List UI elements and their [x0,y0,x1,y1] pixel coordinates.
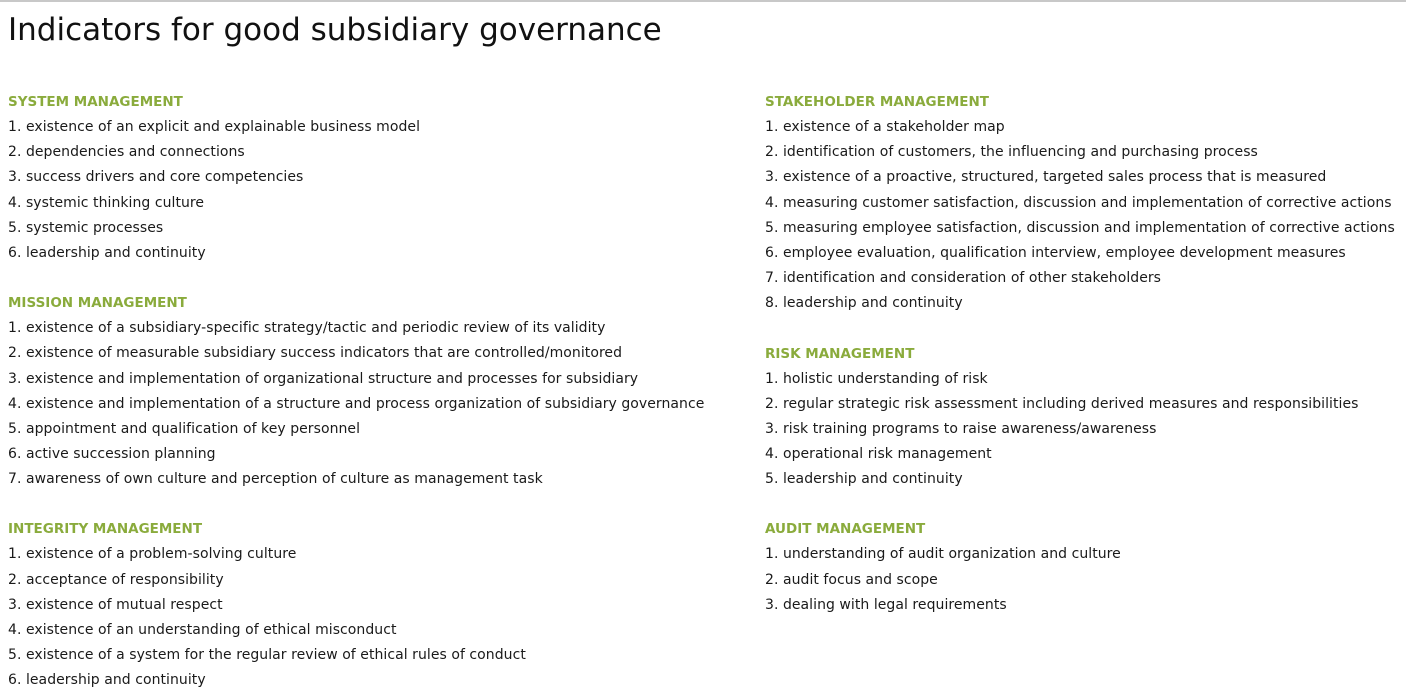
list-item: 6. active succession planning [8,446,216,463]
section-system-management: SYSTEM MANAGEMENT 1. existence of an exp… [8,90,748,266]
list-item: 3. existence and implementation of organ… [8,370,639,387]
section-mission-management: MISSION MANAGEMENT 1. existence of a sub… [8,291,748,492]
section-risk-management: RISK MANAGEMENT 1. holistic understandin… [765,342,1405,493]
list-item: 1. existence of a problem-solving cultur… [8,546,297,563]
list-item: 2. regular strategic risk assessment inc… [765,395,1359,412]
list-item: 3. existence of a proactive, structured,… [765,169,1327,186]
list-item: 1. existence of a subsidiary-specific st… [8,320,606,337]
list-item: 4. operational risk management [765,446,992,463]
list-item: 3. dealing with legal requirements [765,596,1007,613]
section-integrity-management: INTEGRITY MANAGEMENT 1. existence of a p… [8,517,748,693]
list-item: 2. audit focus and scope [765,571,938,588]
list-item: 2. identification of customers, the infl… [765,144,1258,161]
list-item: 4. systemic thinking culture [8,194,205,211]
left-column: SYSTEM MANAGEMENT 1. existence of an exp… [8,90,748,694]
list-item: 7. identification and consideration of o… [765,270,1162,287]
list-item: 2. dependencies and connections [8,144,245,161]
list-item: 5. appointment and qualification of key … [8,420,361,437]
list-item: 8. leadership and continuity [765,295,963,312]
list-item: 6. employee evaluation, qualification in… [765,244,1346,261]
section-audit-management: AUDIT MANAGEMENT 1. understanding of aud… [765,517,1405,618]
list-item: 2. acceptance of responsibility [8,571,224,588]
list-item: 1. existence of an explicit and explaina… [8,119,421,135]
section-stakeholder-management: STAKEHOLDER MANAGEMENT 1. existence of a… [765,90,1405,317]
list-item: 1. holistic understanding of risk [765,370,988,387]
list-item: 1. understanding of audit organization a… [765,546,1121,563]
section-heading: INTEGRITY MANAGEMENT [8,521,203,538]
section-heading: AUDIT MANAGEMENT [765,521,926,538]
list-item: 4. measuring customer satisfaction, disc… [765,194,1392,211]
page-title: Indicators for good subsidiary governanc… [8,12,662,48]
list-item: 5. leadership and continuity [765,471,963,488]
list-item: 5. measuring employee satisfaction, disc… [765,219,1395,236]
section-heading: STAKEHOLDER MANAGEMENT [765,94,990,110]
section-heading: MISSION MANAGEMENT [8,295,187,312]
list-item: 4. existence of an understanding of ethi… [8,622,397,638]
top-divider [0,0,1406,2]
list-item: 3. risk training programs to raise aware… [765,420,1157,437]
section-heading: RISK MANAGEMENT [765,345,915,362]
list-item: 6. leadership and continuity [8,672,206,689]
list-item: 5. systemic processes [8,219,164,236]
list-item: 7. awareness of own culture and percepti… [8,471,543,488]
list-item: 5. existence of a system for the regular… [8,647,526,664]
list-item: 1. existence of a stakeholder map [765,119,1005,135]
list-item: 2. existence of measurable subsidiary su… [8,345,623,362]
list-item: 4. existence and implementation of a str… [8,395,705,412]
right-column: STAKEHOLDER MANAGEMENT 1. existence of a… [765,90,1405,618]
list-item: 6. leadership and continuity [8,244,206,261]
list-item: 3. success drivers and core competencies [8,169,304,186]
list-item: 3. existence of mutual respect [8,596,223,613]
section-heading: SYSTEM MANAGEMENT [8,94,183,110]
